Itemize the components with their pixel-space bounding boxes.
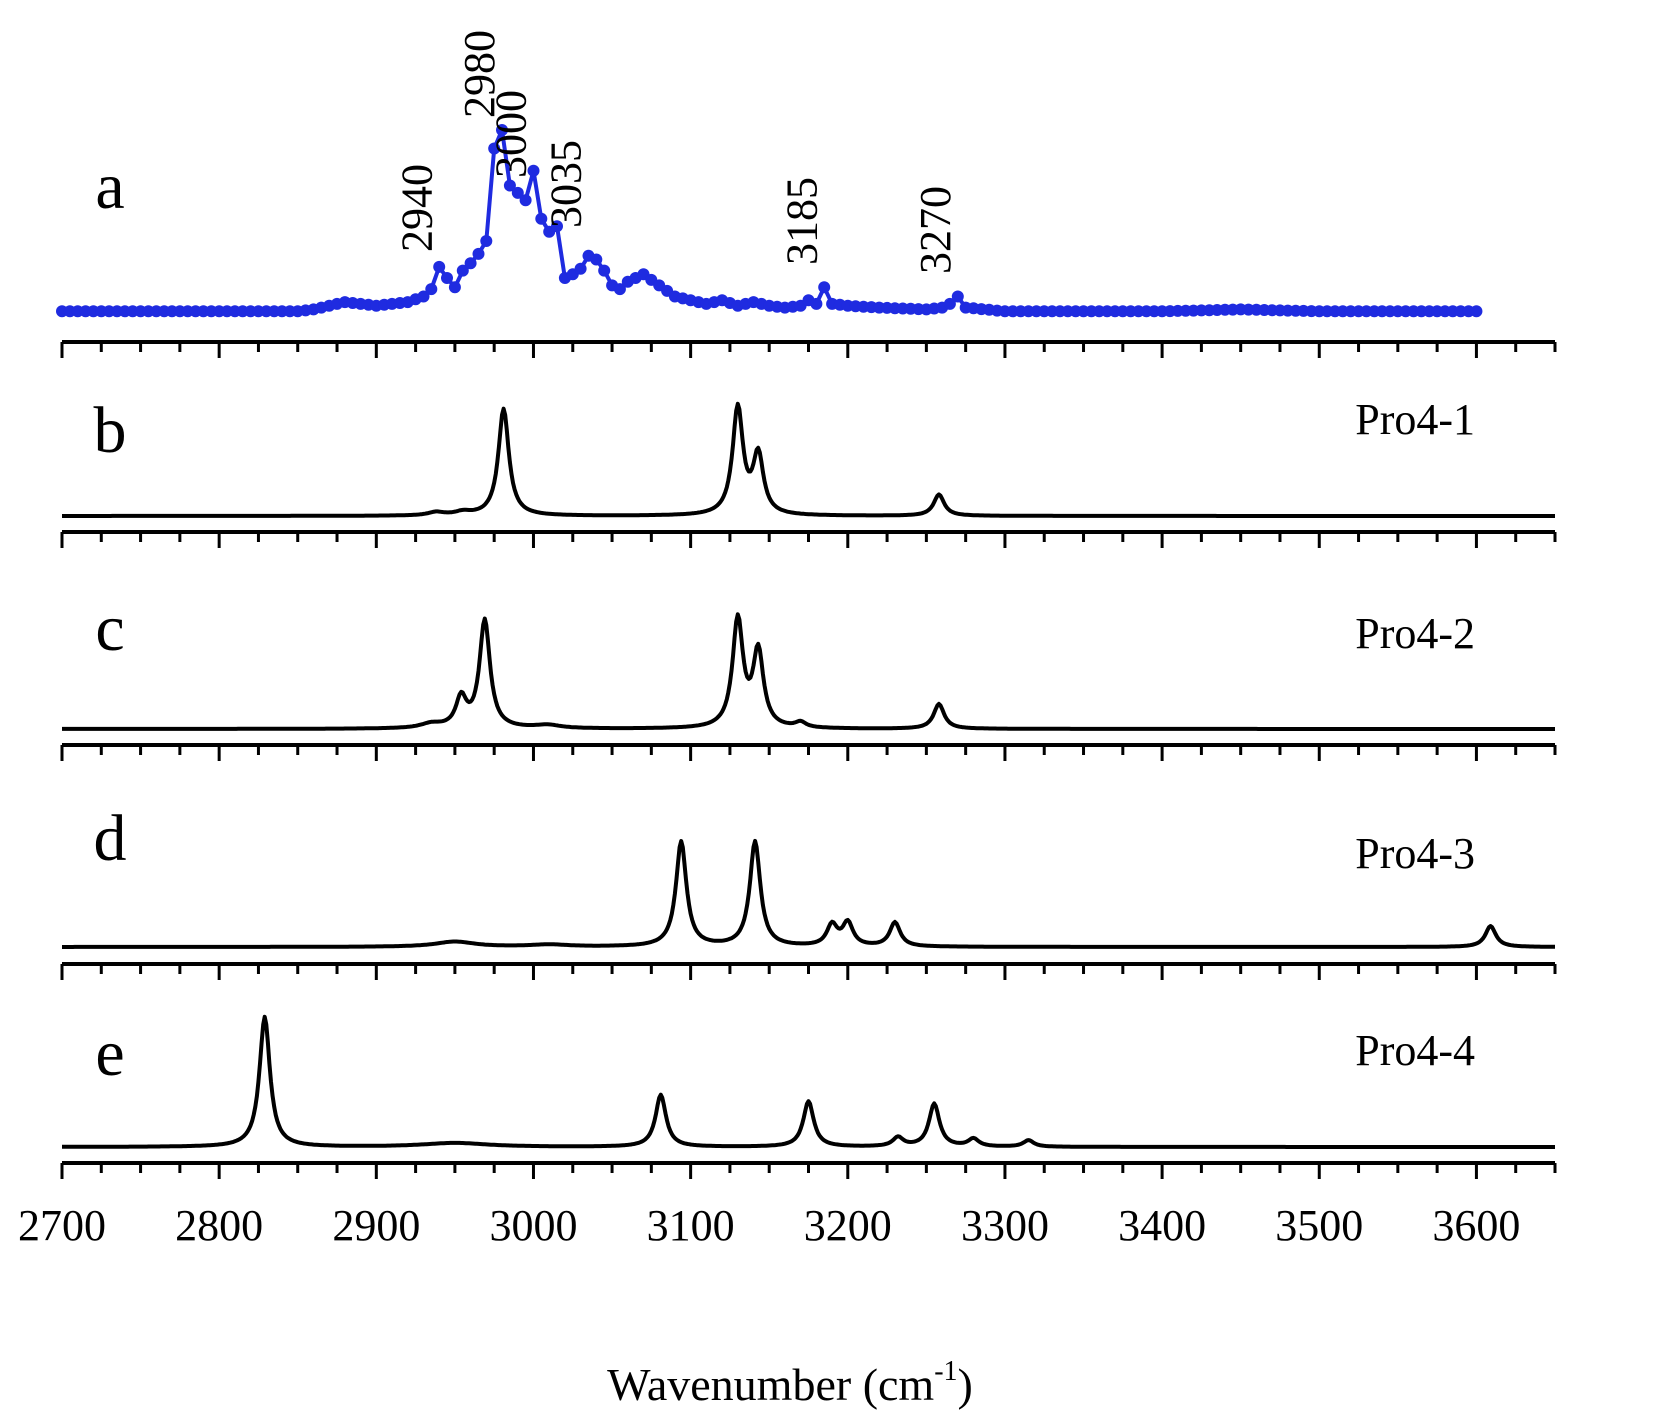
peak-label-3000: 3000: [487, 90, 536, 178]
series-label: Pro4-2: [1355, 609, 1475, 658]
calculated-spectrum-line-e: [61, 1014, 1556, 1149]
x-tick-label: 2700: [18, 1201, 106, 1250]
peak-label-2980: 2980: [455, 30, 504, 118]
peak-label-3185: 3185: [777, 177, 826, 265]
data-point: [488, 142, 501, 155]
calculated-spectrum-line-b: [61, 401, 1556, 518]
data-point: [943, 297, 956, 310]
panel-letter-a: a: [95, 150, 124, 223]
x-tick-label: 3200: [804, 1201, 892, 1250]
x-tick-label: 3500: [1275, 1201, 1363, 1250]
calculated-spectrum-line-c: [61, 612, 1556, 731]
data-point: [527, 164, 540, 177]
x-tick-label: 3100: [647, 1201, 735, 1250]
data-point: [425, 283, 438, 296]
x-tick-label: 2900: [332, 1201, 420, 1250]
x-axis: 2700 2800 2900 3000 3100 3200 3300 3400 3500 3600: [18, 1201, 1520, 1250]
data-point: [503, 179, 516, 192]
series-label: Pro4-3: [1355, 829, 1475, 878]
x-tick-label: 2800: [175, 1201, 263, 1250]
panel-letter-c: c: [95, 592, 124, 665]
panel-letter-d: d: [94, 802, 127, 875]
data-point: [448, 281, 461, 294]
data-point: [511, 186, 524, 199]
data-point: [433, 260, 446, 273]
data-point: [1470, 305, 1483, 318]
data-point: [417, 290, 430, 303]
panel-letter-e: e: [95, 1017, 124, 1090]
x-tick-label: 3300: [961, 1201, 1049, 1250]
data-point: [810, 297, 823, 310]
data-point: [472, 247, 485, 260]
series-label: Pro4-1: [1355, 395, 1475, 444]
data-point: [464, 257, 477, 270]
x-axis-title-superscript: -1: [934, 1356, 957, 1387]
x-axis-title: Wavenumber (cm-1): [607, 1356, 973, 1410]
data-point: [456, 264, 469, 277]
data-point: [551, 220, 563, 233]
x-axis-title-close: ): [958, 1359, 973, 1410]
data-point: [441, 272, 453, 284]
data-point: [951, 290, 964, 303]
data-point: [590, 253, 603, 266]
panel-d: d Pro4-3: [60, 802, 1557, 980]
x-axis-title-main: Wavenumber (cm: [607, 1359, 934, 1410]
panel-b: b Pro4-1: [60, 394, 1557, 548]
x-tick-label: 3400: [1118, 1201, 1206, 1250]
series-label: Pro4-4: [1355, 1026, 1475, 1075]
peak-label-3270: 3270: [911, 186, 960, 274]
x-tick-label: 3000: [489, 1201, 577, 1250]
panel-c: c Pro4-2: [60, 592, 1557, 761]
panel-letter-b: b: [94, 394, 127, 467]
data-point: [519, 194, 532, 207]
data-point: [613, 283, 626, 296]
peak-label-3035: 3035: [542, 140, 591, 228]
experimental-spectrum-line: [62, 128, 1477, 314]
panel-e: e Pro4-4: [60, 1014, 1557, 1179]
data-point: [496, 124, 508, 136]
data-point: [480, 235, 493, 247]
data-point: [574, 262, 587, 275]
x-tick-label: 3600: [1432, 1201, 1520, 1250]
calculated-spectrum-line-d: [61, 838, 1556, 949]
data-point: [818, 281, 831, 294]
data-point: [535, 212, 548, 225]
peak-label-2940: 2940: [392, 164, 441, 252]
data-point: [598, 264, 611, 277]
